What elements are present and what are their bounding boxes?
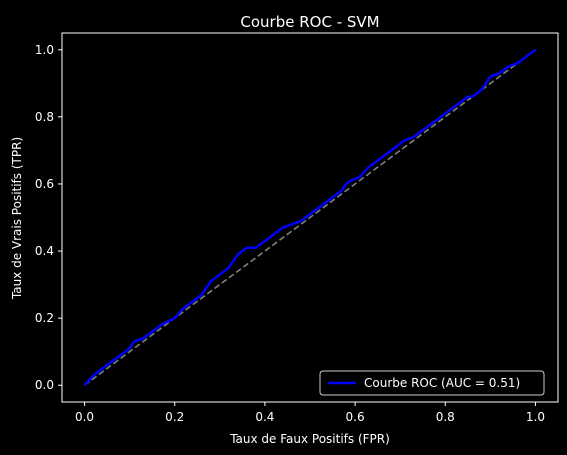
x-tick-label: 0.0 bbox=[75, 410, 94, 424]
y-tick-label: 0.0 bbox=[35, 378, 54, 392]
y-tick-label: 0.6 bbox=[35, 177, 54, 191]
x-tick-label: 1.0 bbox=[526, 410, 545, 424]
x-tick-label: 0.4 bbox=[255, 410, 274, 424]
y-tick-label: 0.8 bbox=[35, 110, 54, 124]
legend-roc-label: Courbe ROC (AUC = 0.51) bbox=[364, 376, 520, 390]
legend: Courbe ROC (AUC = 0.51) bbox=[320, 371, 544, 395]
y-tick-label: 0.4 bbox=[35, 244, 54, 258]
y-tick-label: 1.0 bbox=[35, 43, 54, 57]
chart-title: Courbe ROC - SVM bbox=[240, 13, 379, 31]
x-tick-label: 0.6 bbox=[346, 410, 365, 424]
x-tick-label: 0.2 bbox=[165, 410, 184, 424]
y-tick-label: 0.2 bbox=[35, 311, 54, 325]
x-tick-label: 0.8 bbox=[436, 410, 455, 424]
x-axis-label: Taux de Faux Positifs (FPR) bbox=[229, 432, 390, 446]
y-axis-label: Taux de Vrais Positifs (TPR) bbox=[10, 137, 24, 300]
